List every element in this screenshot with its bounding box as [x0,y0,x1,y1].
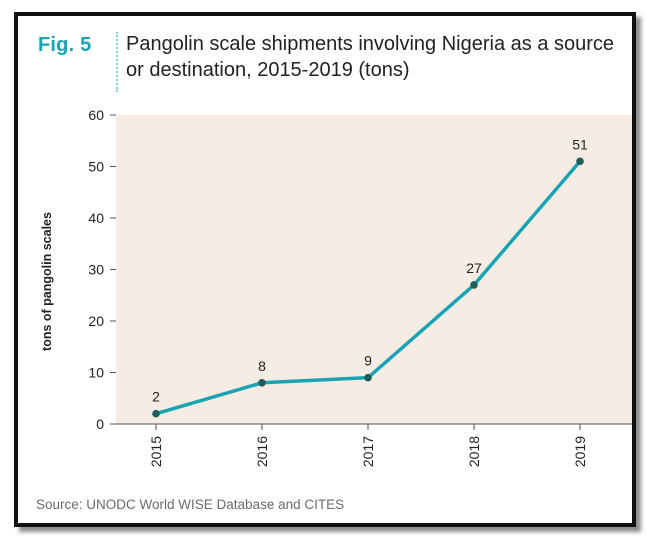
x-axis: 2015 2016 2017 2018 2019 [116,423,632,467]
data-point [152,409,160,418]
y-tick-label: 10 [88,365,104,381]
y-tick-label: 30 [88,262,104,278]
data-point [364,373,372,382]
figure-title-line-2: or destination, 2015-2019 (tons) [126,59,410,81]
y-tick-label: 50 [88,159,104,175]
x-tick-label: 2017 [360,436,376,467]
data-label: 9 [364,353,372,369]
figure-label: Fig. 5 [38,34,92,56]
title-divider [116,32,118,92]
line-chart: 0 10 20 30 40 50 60 2015 2016 2017 2018 2019 2 8 9 27… [40,107,632,467]
data-point [470,281,478,289]
x-tick-label: 2018 [466,436,482,467]
source-note: Source: UNODC World WISE Database and CI… [36,497,345,512]
data-label: 8 [258,358,266,374]
data-point [576,157,584,166]
y-axis: 0 10 20 30 40 50 60 [88,107,116,432]
y-tick-label: 40 [88,210,104,226]
data-label: 27 [466,260,482,276]
y-tick-label: 60 [88,107,104,123]
y-tick-label: 20 [88,313,104,329]
data-label: 2 [152,389,160,405]
data-point [258,379,266,387]
data-label: 51 [572,136,588,152]
figure-title-line-1: Pangolin scale shipments involving Niger… [126,33,615,55]
x-tick-label: 2016 [254,436,270,467]
x-tick-label: 2015 [148,436,164,467]
plot-area [116,115,632,424]
data-labels: 2 8 9 27 51 [152,136,588,404]
y-axis-title: tons of pangolin scales [40,212,54,351]
x-tick-label: 2019 [572,436,588,467]
y-tick-label: 0 [96,416,104,432]
figure-title: Pangolin scale shipments involving Niger… [126,31,626,83]
figure-frame: Fig. 5 Pangolin scale shipments involvin… [14,12,636,527]
data-points [152,157,584,418]
